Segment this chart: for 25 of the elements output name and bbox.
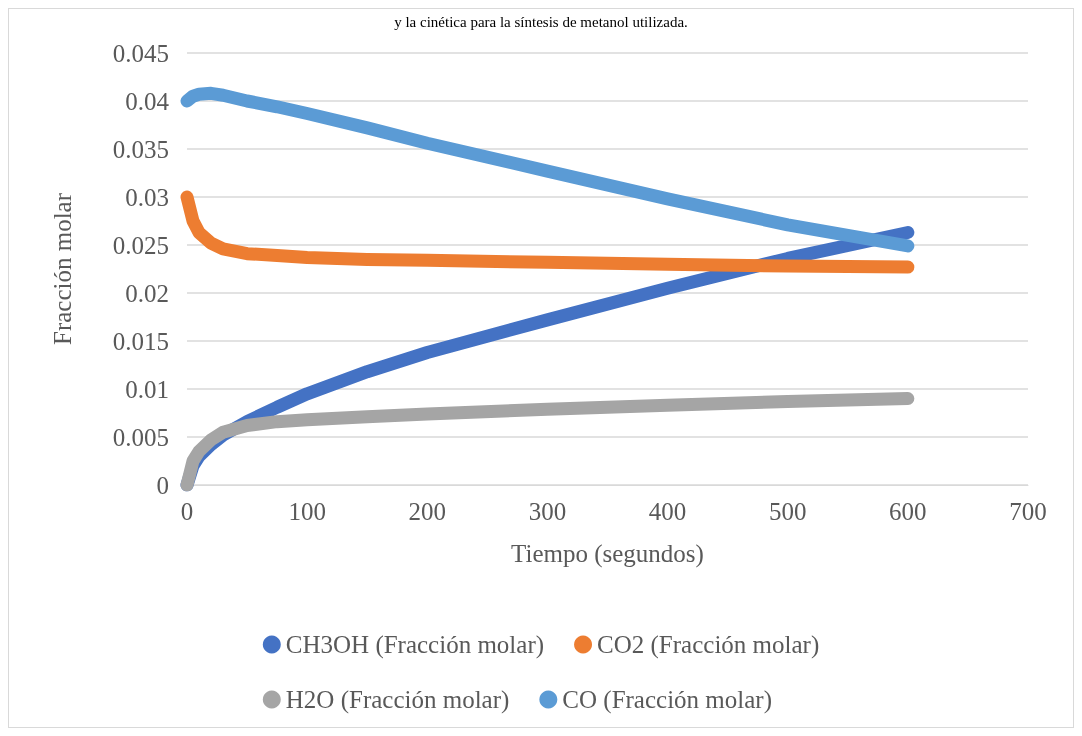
x-tick-label: 700 xyxy=(1009,498,1047,525)
x-tick-label: 400 xyxy=(648,498,687,525)
x-tick-label: 600 xyxy=(889,498,927,525)
y-tick-label: 0.04 xyxy=(125,87,170,115)
legend-label: H2O (Fracción molar) xyxy=(285,686,510,714)
y-tick-label: 0 xyxy=(156,471,169,499)
y-tick-label: 0.035 xyxy=(112,135,169,163)
y-tick-label: 0.005 xyxy=(112,423,169,451)
y-tick-label: 0.02 xyxy=(125,279,169,307)
y-tick-label: 0.03 xyxy=(125,183,169,211)
y-tick-label: 0.025 xyxy=(112,231,169,259)
y-tick-label: 0.01 xyxy=(125,375,169,403)
x-tick-label: 300 xyxy=(528,498,567,525)
legend-label: CO (Fracción molar) xyxy=(562,686,772,714)
x-tick-label: 500 xyxy=(768,498,807,525)
y-tick-label: 0.045 xyxy=(112,39,169,67)
x-tick-label: 200 xyxy=(408,498,447,525)
y-axis-title: Fracción molar xyxy=(49,192,76,346)
chart-title: y la cinética para la síntesis de metanol utilizada. xyxy=(394,13,688,30)
legend-label: CH3OH (Fracción molar) xyxy=(285,631,545,659)
x-axis-title: Tiempo (segundos) xyxy=(511,540,704,568)
y-tick-label: 0.015 xyxy=(112,327,169,355)
x-tick-label: 0 xyxy=(180,498,194,525)
legend-label: CO2 (Fracción molar) xyxy=(597,631,820,659)
x-tick-label: 100 xyxy=(288,498,326,525)
